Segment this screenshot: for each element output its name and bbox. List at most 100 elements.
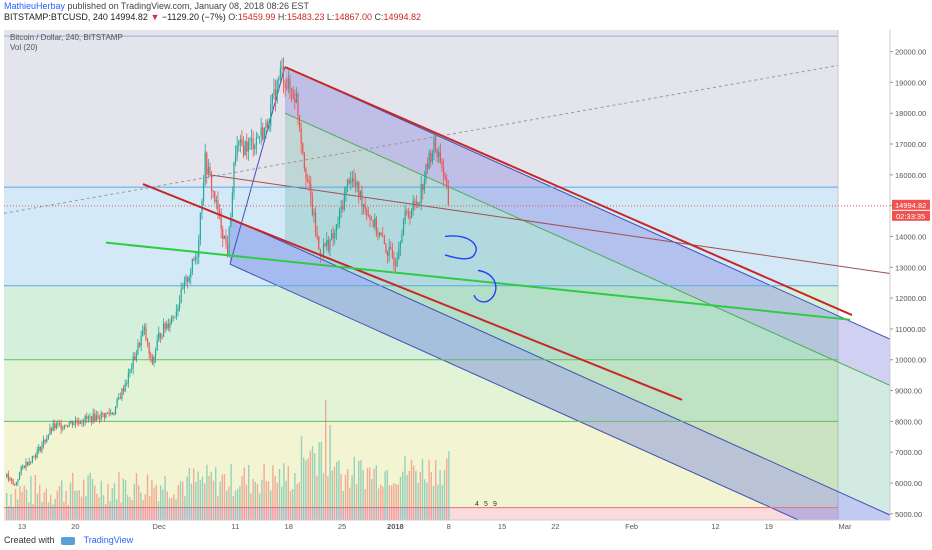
volume-bar xyxy=(287,466,289,520)
candle-body xyxy=(148,342,150,354)
volume-bar xyxy=(406,474,408,520)
volume-bar xyxy=(272,465,274,520)
candle-body xyxy=(442,167,445,177)
volume-bar xyxy=(25,489,28,520)
y-tick-label: 16000.00 xyxy=(895,171,926,180)
candle-body xyxy=(81,422,83,424)
candle-body xyxy=(18,472,21,480)
volume-bar xyxy=(98,497,100,520)
price-badge xyxy=(892,199,930,210)
candle-body xyxy=(290,89,293,92)
channel-line xyxy=(284,66,890,340)
candle-body xyxy=(103,413,105,418)
candle-body xyxy=(369,215,371,220)
candle-body xyxy=(121,388,123,399)
volume-bar xyxy=(21,491,23,520)
candle-body xyxy=(111,412,113,415)
candle-body xyxy=(30,461,32,463)
volume-bar xyxy=(340,473,342,520)
volume-bar xyxy=(113,483,116,520)
volume-bar xyxy=(210,472,212,520)
volume-bar xyxy=(415,470,417,520)
volume-bar xyxy=(384,471,386,520)
candle-body xyxy=(76,420,78,422)
candle-body xyxy=(409,216,411,219)
candle-body xyxy=(241,139,243,147)
volume-bar xyxy=(261,479,263,520)
footer: Created with TradingView xyxy=(4,535,133,545)
volume-bar xyxy=(239,486,241,520)
volume-bar xyxy=(437,484,439,520)
candle-body xyxy=(401,234,403,243)
candle-body xyxy=(23,465,25,469)
candle-body xyxy=(97,415,99,419)
volume-bar xyxy=(155,484,157,520)
candle-body xyxy=(70,421,72,424)
volume-bar xyxy=(83,479,85,520)
candle-body xyxy=(236,145,238,156)
candle-body xyxy=(118,397,120,400)
author-link[interactable]: MathieuHerbay xyxy=(4,1,66,11)
mini-label: 4 xyxy=(475,501,479,508)
candle-body xyxy=(383,236,385,244)
candle-body xyxy=(353,178,355,183)
y-tick-label: 7000.00 xyxy=(895,448,922,457)
candle-body xyxy=(390,246,392,250)
candle-body xyxy=(142,329,144,336)
volume-bar xyxy=(360,460,362,520)
volume-bar xyxy=(402,471,404,520)
candle-body xyxy=(391,249,393,258)
candle-body xyxy=(242,146,245,156)
volume-bar xyxy=(256,484,259,520)
candle-body xyxy=(364,204,366,210)
candle-body xyxy=(138,342,141,347)
candle-body xyxy=(362,204,365,207)
candle-body xyxy=(306,179,309,181)
candle-body xyxy=(156,340,158,351)
candle-body xyxy=(122,388,125,392)
x-tick-label: Mar xyxy=(839,522,852,531)
x-tick-label: 25 xyxy=(338,522,346,531)
candle-body xyxy=(266,122,269,129)
candle-body xyxy=(47,435,49,439)
volume-bar xyxy=(72,472,74,520)
hand-drawn-curve xyxy=(473,269,497,303)
candle-body xyxy=(33,455,35,457)
channel-line xyxy=(229,263,800,520)
candle-body xyxy=(337,223,339,225)
candle-body xyxy=(210,175,213,192)
candle-body xyxy=(444,176,446,179)
candle-body xyxy=(396,259,398,266)
volume-bar xyxy=(135,473,138,520)
volume-bar xyxy=(305,460,307,520)
candle-body xyxy=(346,179,349,187)
volume-bar xyxy=(19,486,21,520)
candle-body xyxy=(87,416,89,419)
volume-bar xyxy=(234,490,237,520)
volume-bar xyxy=(263,463,265,520)
candle-body xyxy=(89,416,91,418)
candle-body xyxy=(116,399,118,407)
candle-body xyxy=(65,425,67,427)
fib-band xyxy=(4,359,838,422)
candle-body xyxy=(209,167,211,176)
candle-body xyxy=(137,342,139,354)
candle-body xyxy=(305,168,307,180)
y-tick-label: 8000.00 xyxy=(895,417,922,426)
tradingview-brand[interactable]: TradingView xyxy=(83,535,134,545)
volume-bar xyxy=(443,470,446,520)
volume-bar xyxy=(50,495,52,520)
volume-bar xyxy=(28,502,30,520)
candle-body xyxy=(161,336,163,338)
candle-body xyxy=(398,248,400,260)
x-tick-label: 19 xyxy=(765,522,773,531)
volume-bar xyxy=(296,483,298,520)
volume-bar xyxy=(175,499,177,520)
candle-body xyxy=(386,252,389,256)
volume-bar xyxy=(118,472,120,520)
candle-body xyxy=(25,461,27,469)
candle-body xyxy=(135,353,137,361)
volume-bar xyxy=(14,488,17,520)
candle-body xyxy=(78,421,80,424)
